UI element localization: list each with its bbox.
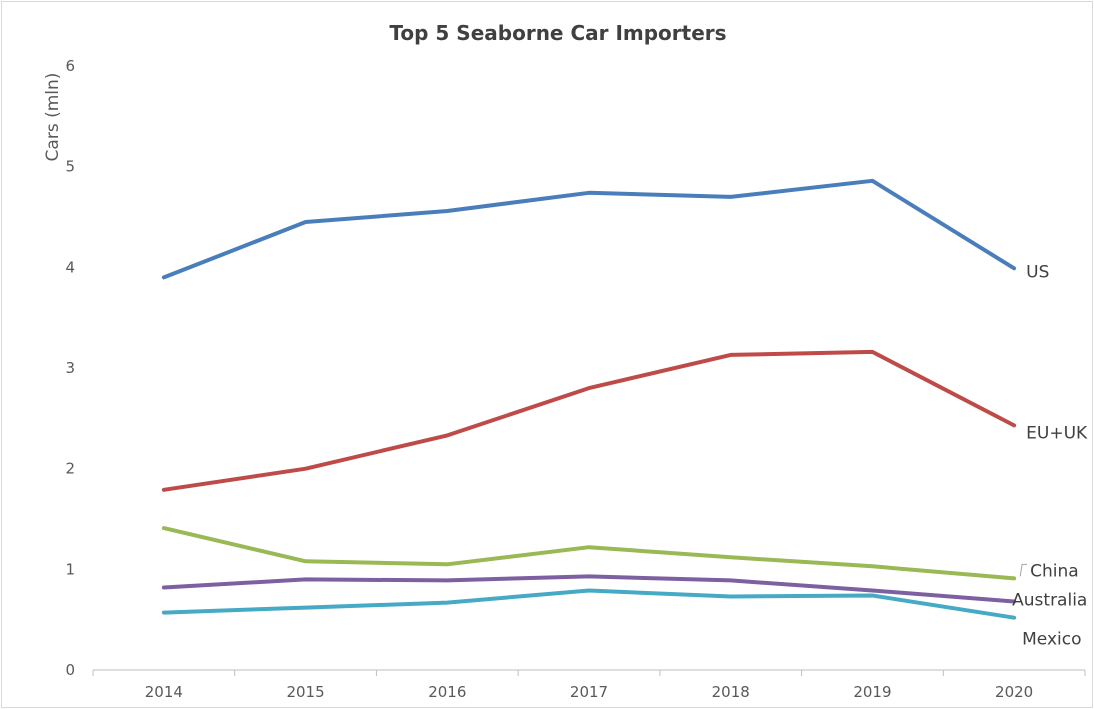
series-line-australia (161, 574, 1017, 604)
y-tick-label: 6 (65, 57, 75, 75)
x-tick-label: 2019 (853, 683, 891, 701)
series-line-mexico (161, 588, 1017, 620)
y-tick-label: 4 (65, 258, 75, 276)
series-label-eu-uk: EU+UK (1026, 423, 1088, 443)
series-line-eu-uk (161, 349, 1017, 492)
series-lines (161, 178, 1017, 620)
series-labels: US EU+UK China Australia Mexico (1012, 262, 1088, 649)
y-axis-label: Cars (mln) (43, 73, 63, 162)
y-tick-label: 1 (65, 560, 75, 578)
y-tick-labels: 0 1 2 3 4 5 6 (65, 57, 75, 679)
series-label-leader (1019, 563, 1028, 577)
y-tick-label: 2 (65, 460, 75, 478)
series-line-china (161, 526, 1017, 581)
x-tick-labels: 2014 2015 2016 2017 2018 2019 2020 (92, 670, 1086, 701)
series-line-us (161, 178, 1017, 280)
x-tick-label: 2017 (570, 683, 608, 701)
chart-title: Top 5 Seaborne Car Importers (389, 21, 726, 45)
x-tick-label: 2018 (712, 683, 750, 701)
y-tick-label: 3 (65, 359, 75, 377)
series-label-china: China (1030, 561, 1079, 581)
series-label-mexico: Mexico (1022, 630, 1081, 650)
x-tick-label: 2014 (145, 683, 183, 701)
y-tick-label: 0 (65, 661, 75, 679)
y-tick-label: 5 (65, 158, 75, 176)
x-tick-label: 2015 (286, 683, 324, 701)
x-tick-label: 2016 (428, 683, 466, 701)
x-tick-label: 2020 (995, 683, 1033, 701)
series-label-us: US (1026, 262, 1049, 282)
series-label-australia: Australia (1012, 591, 1087, 611)
